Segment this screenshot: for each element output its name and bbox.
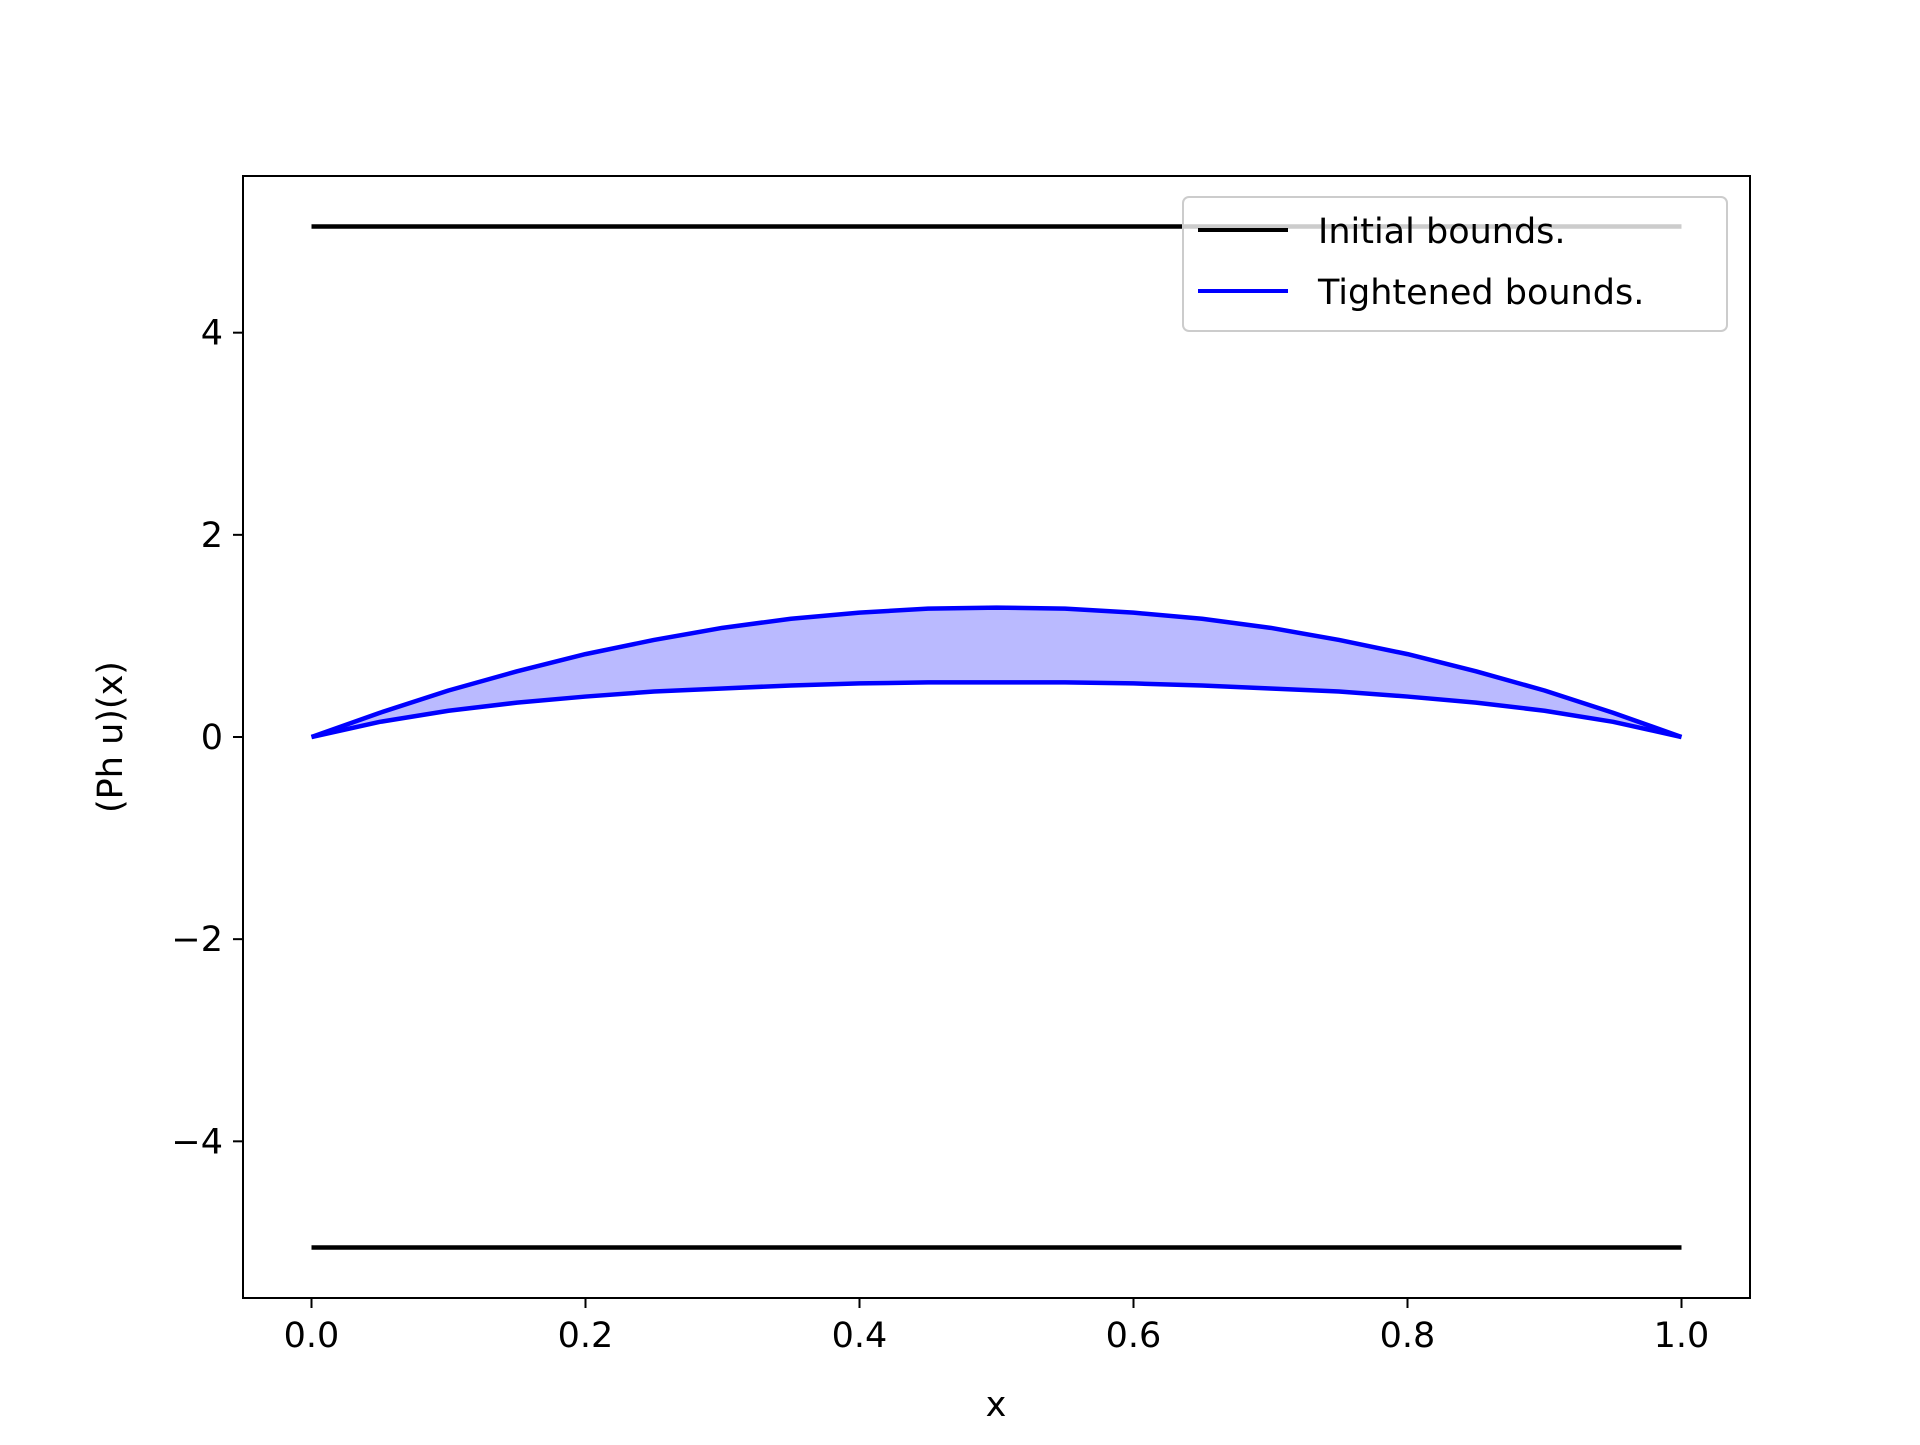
y-axis-ticks: −4 −2 0 2 4 [171,314,243,1162]
legend-label-tightened-bounds: Tightened bounds. [1317,273,1644,313]
y-tick-label: 0 [201,718,223,758]
x-tick-label: 0.4 [832,1316,888,1356]
legend: Initial bounds. Tightened bounds. [1182,196,1728,332]
y-tick-label: 4 [201,314,223,354]
line-layer [310,224,1683,1250]
x-tick-label: 0.8 [1380,1316,1436,1356]
y-tick-label: 2 [201,516,223,556]
legend-label-initial-bounds: Initial bounds. [1318,212,1566,252]
x-axis-ticks: 0.0 0.2 0.4 0.6 0.8 1.0 [284,1298,1710,1356]
y-tick-label: −2 [171,920,223,960]
tightened-bounds-lower-line [311,680,1682,740]
y-tick-label: −4 [171,1122,223,1162]
legend-box [1182,196,1728,332]
x-tick-label: 0.0 [284,1316,340,1356]
x-tick-label: 0.6 [1106,1316,1162,1356]
x-tick-label: 0.2 [558,1316,614,1356]
x-tick-label: 1.0 [1654,1316,1710,1356]
y-axis-label: (Ph u)(x) [91,661,131,813]
x-axis-label: x [986,1385,1007,1425]
tightened-bounds-upper-line [310,605,1683,740]
